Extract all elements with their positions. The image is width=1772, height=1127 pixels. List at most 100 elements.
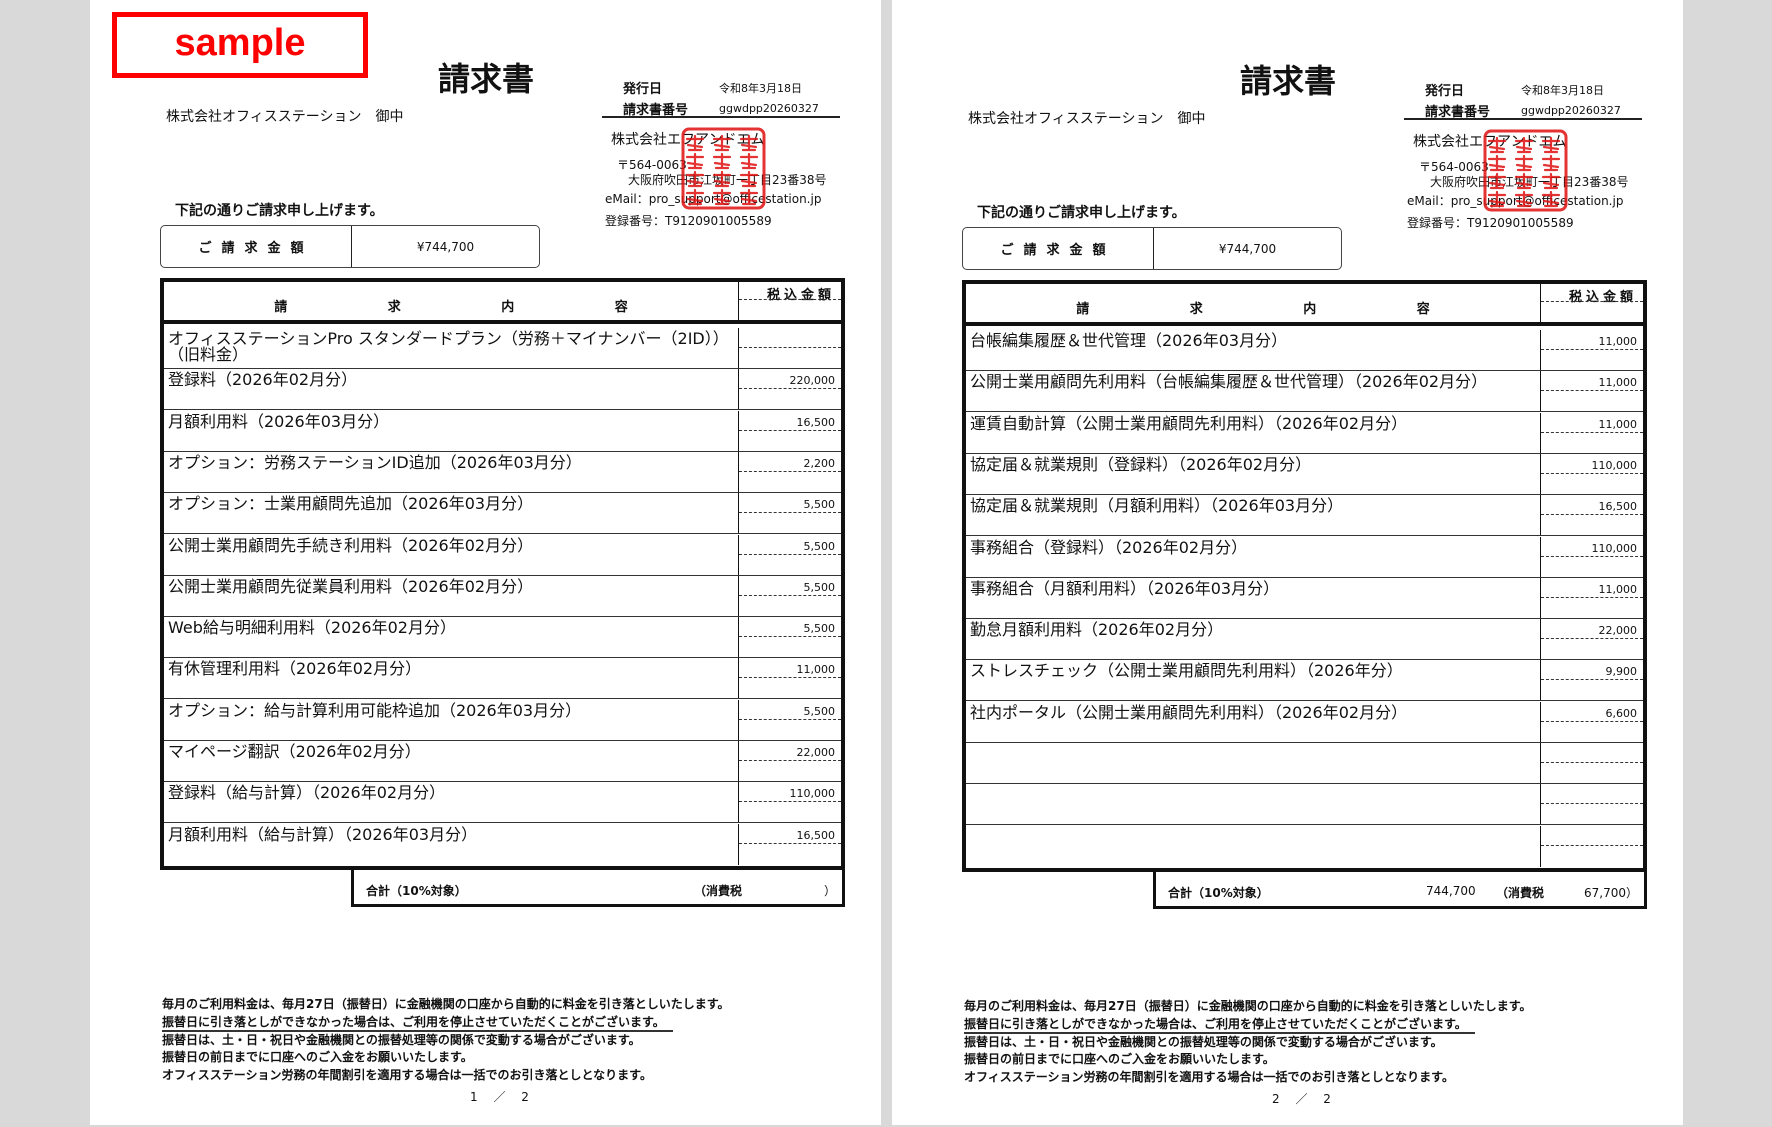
note-line: オフィスステーション労務の年間割引を適用する場合は一括でのお引き落としとなります… (964, 1069, 1532, 1087)
item-description: 勤怠月額利用料（2026年02月分） (970, 620, 1224, 640)
header-content-char: 求 (387, 300, 401, 315)
dashed-rule (1541, 431, 1643, 433)
invoice-page: sample 請求書 株式会社オフィスステーション 御中 発行日 令和8年3月18日 請求… (90, 0, 881, 1125)
dashed-rule (1541, 514, 1643, 516)
item-amount: 220,000 (789, 374, 836, 388)
note-text: 振替日の前日までに口座へのご入金をお願いいたします。 (162, 1050, 473, 1064)
dashed-rule (1541, 762, 1643, 763)
item-amount: 22,000 (796, 746, 836, 759)
registration-number: 登録番号：T9120901005589 (605, 214, 772, 228)
item-amount-cell: 11,000 (738, 658, 841, 699)
tax-label: （消費税 (1496, 886, 1545, 900)
item-amount: 22,000 (1598, 624, 1638, 638)
table-header: 請 求 内 容 税込金額 (164, 282, 841, 324)
item-amount: 5,500 (803, 498, 836, 512)
item-amount: 16,500 (796, 415, 836, 429)
table-row: オフィスステーションPro スタンダードプラン（労務＋マイナンバー（2ID））（… (164, 328, 841, 369)
table-row: 公開士業用顧問先手続き利用料（2026年02月分） 5,500 (164, 534, 841, 576)
table-row: オプション：給与計算利用可能枠追加（2026年03月分） 5,500 (164, 699, 841, 741)
table-row: マイページ翻訳（2026年02月分） 22,000 (164, 741, 841, 782)
header-content-char: 求 (1189, 302, 1203, 317)
item-description: 協定届＆就業規則（月額利用料）（2026年03月分） (970, 496, 1344, 516)
dashed-rule (739, 512, 841, 514)
item-description: オプション：労務ステーションID追加（2026年03月分） (168, 452, 582, 472)
item-description: 公開士業用顧問先従業員利用料（2026年02月分） (168, 576, 534, 596)
invoice-title: 請求書 (437, 60, 534, 98)
item-description: 事務組合（登録料）（2026年02月分） (970, 537, 1248, 557)
billing-amount-label: ご請求金額 (161, 226, 352, 267)
dashed-rule (739, 677, 841, 679)
header-amount: 税込金額 (1540, 284, 1643, 322)
header-amount-label: 税込金額 (1568, 290, 1637, 305)
page-content: 請求書 株式会社オフィスステーション 御中 発行日 令和8年3月18日 請求書番号 ggw… (892, 2, 1683, 1127)
item-description: Web給与明細利用料（2026年02月分） (168, 618, 456, 638)
issuer-name: 株式会社エフアンドエム (1413, 134, 1567, 150)
total-row: 合計（10%対象） （消費税 ） (351, 870, 845, 907)
issuer-postal: 〒564-0063 (617, 158, 687, 172)
table-row: オプション：士業用顧問先追加（2026年03月分） 5,500 (164, 493, 841, 535)
dashed-rule (1541, 844, 1643, 846)
invoice-number-label: 請求書番号 (1425, 105, 1491, 120)
item-description: オフィスステーションPro スタンダードプラン（労務＋マイナンバー（2ID））（… (168, 329, 729, 364)
dashed-rule (1541, 301, 1643, 302)
item-amount-cell: 11,000 (1540, 577, 1643, 618)
item-amount: 16,500 (1598, 500, 1638, 514)
issuer-postal: 〒564-0063 (1419, 160, 1489, 174)
invoice-title: 請求書 (1239, 62, 1336, 100)
page-number: 2 ／ 2 (1272, 1092, 1337, 1106)
tax-label: （消費税 (694, 884, 743, 898)
header-content-char: 内 (1303, 302, 1317, 317)
page-content: sample 請求書 株式会社オフィスステーション 御中 発行日 令和8年3月18日 請求… (90, 0, 881, 1125)
invoice-items-table: 請 求 内 容 税込金額 オフィスステーションPro スタンダードプラン（労務＋マイナンバ… (160, 278, 845, 870)
note-line: 振替日に引き落としができなかった場合は、ご利用を停止させていただくことがございま… (162, 1014, 730, 1032)
note-line: 毎月のご利用料金は、毎月27日（振替日）に金融機関の口座から自動的に料金を引き落… (964, 998, 1532, 1016)
sample-watermark: sample (112, 12, 368, 78)
item-description: 有休管理利用料（2026年02月分） (168, 659, 422, 679)
note-text: 振替日の前日までに口座へのご入金をお願いいたします。 (964, 1052, 1275, 1066)
item-amount: 16,500 (796, 828, 836, 842)
billing-amount-box: ご請求金額 ¥744,700 (160, 225, 540, 268)
item-description: 事務組合（月額利用料）（2026年03月分） (970, 578, 1280, 598)
item-amount: 11,000 (796, 663, 836, 677)
item-amount-cell: 5,500 (738, 575, 841, 616)
item-amount-cell: 16,500 (1540, 495, 1643, 536)
header-amount-label: 税込金額 (766, 288, 835, 303)
item-amount-cell: 5,500 (738, 493, 841, 534)
item-amount: 11,000 (1598, 376, 1638, 390)
item-description: 登録料（給与計算）（2026年02月分） (168, 783, 446, 803)
item-amount-cell: 2,200 (738, 451, 841, 492)
table-row: 事務組合（月額利用料）（2026年03月分） 11,000 (966, 577, 1643, 619)
tax-value: ） (823, 884, 836, 898)
dashed-rule (739, 760, 841, 761)
item-amount: 5,500 (803, 580, 836, 594)
table-row: オプション：労務ステーションID追加（2026年03月分） 2,200 (164, 451, 841, 493)
dashed-rule (739, 718, 841, 720)
item-amount-cell (1540, 825, 1643, 867)
note-line: 振替日に引き落としができなかった場合は、ご利用を停止させていただくことがございま… (964, 1016, 1532, 1034)
header-content-char: 請 (274, 300, 288, 315)
issuer-name: 株式会社エフアンドエム (611, 132, 765, 148)
tax-value: 67,700） (1584, 886, 1638, 900)
item-amount-cell: 22,000 (1540, 619, 1643, 660)
item-amount-cell: 22,000 (738, 741, 841, 781)
table-row: 登録料（2026年02月分） 220,000 (164, 369, 841, 411)
item-amount: 110,000 (1591, 541, 1638, 555)
header-amount: 税込金額 (738, 282, 841, 320)
item-amount: 5,500 (803, 622, 836, 636)
item-amount-cell: 5,500 (738, 534, 841, 575)
invoice-page: 請求書 株式会社オフィスステーション 御中 発行日 令和8年3月18日 請求書番号 ggw… (892, 0, 1683, 1125)
item-amount: 110,000 (789, 787, 836, 801)
item-description: 公開士業用顧問先手続き利用料（2026年02月分） (168, 535, 534, 555)
header-content-char: 内 (501, 300, 515, 315)
note-line: 毎月のご利用料金は、毎月27日（振替日）に金融機関の口座から自動的に料金を引き落… (162, 996, 730, 1014)
recipient-name: 株式会社オフィスステーション 御中 (968, 111, 1206, 127)
dashed-rule (739, 347, 841, 348)
item-description: ストレスチェック（公開士業用顧問先利用料）（2026年分） (970, 661, 1403, 681)
dashed-rule (1541, 390, 1643, 392)
issue-date: 令和8年3月18日 (719, 82, 802, 95)
note-text: 振替日は、土・日・祝日や金融機関との振替処理等の関係で変動する場合がございます。 (964, 1034, 1443, 1049)
table-row: 有休管理利用料（2026年02月分） 11,000 (164, 658, 841, 700)
item-amount-cell: 16,500 (738, 410, 841, 451)
registration-number: 登録番号：T9120901005589 (1407, 216, 1574, 230)
item-description: 運賃自動計算（公開士業用顧問先利用料）（2026年02月分） (970, 413, 1408, 433)
